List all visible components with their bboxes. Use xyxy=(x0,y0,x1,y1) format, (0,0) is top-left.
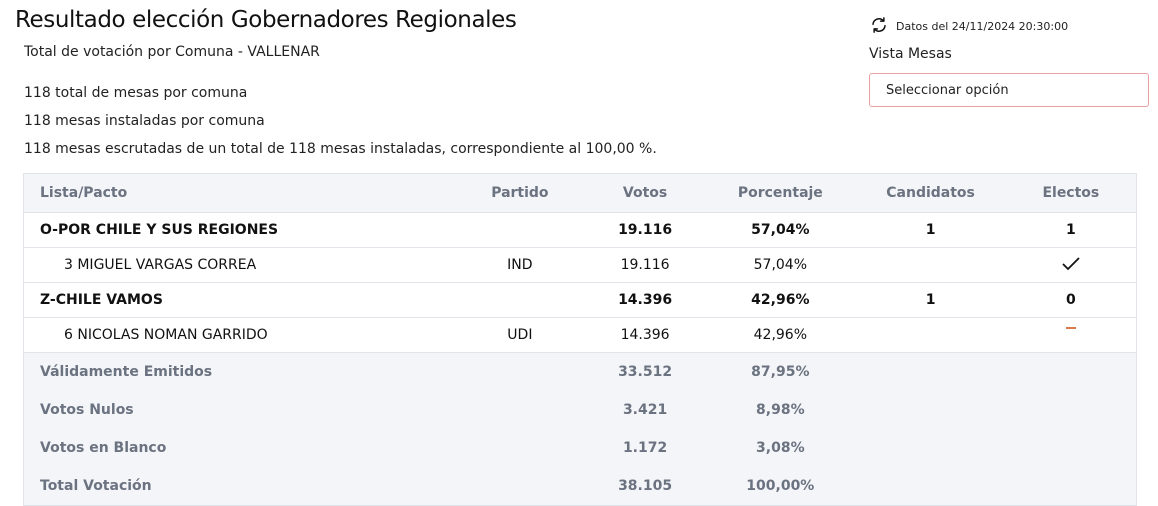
refresh-icon[interactable] xyxy=(870,16,888,37)
col-votos: Votos xyxy=(584,174,706,213)
summary-label: Votos en Blanco xyxy=(24,429,455,467)
update-info: Datos del 24/11/2024 20:30:00 xyxy=(870,16,1068,37)
candidatos-cell: 1 xyxy=(855,212,1006,248)
summary-porcentaje: 87,95% xyxy=(705,352,856,391)
vista-mesas-select[interactable]: Seleccionar opción xyxy=(869,73,1149,107)
page-title: Resultado elección Gobernadores Regional… xyxy=(15,7,517,33)
lista-cell: O-POR CHILE Y SUS REGIONES xyxy=(24,212,455,248)
col-porcentaje: Porcentaje xyxy=(705,174,856,213)
dash-icon xyxy=(1065,327,1076,329)
col-electos: Electos xyxy=(1005,174,1136,213)
candidate-row: 6 NICOLAS NOMAN GARRIDO UDI 14.396 42,96… xyxy=(24,317,1136,353)
summary-label: Votos Nulos xyxy=(24,391,455,429)
info-mesas-instaladas: 118 mesas instaladas por comuna xyxy=(24,113,265,129)
partido-cell: UDI xyxy=(454,317,585,353)
electos-cell xyxy=(1005,317,1136,353)
summary-row: Válidamente Emitidos 33.512 87,95% xyxy=(24,352,1136,391)
table-header-row: Lista/Pacto Partido Votos Porcentaje Can… xyxy=(24,174,1136,213)
summary-votos: 1.172 xyxy=(584,429,706,467)
candidate-name-cell: 6 NICOLAS NOMAN GARRIDO xyxy=(24,317,455,353)
candidate-name-cell: 3 MIGUEL VARGAS CORREA xyxy=(24,247,455,283)
pacto-row: Z-CHILE VAMOS 14.396 42,96% 1 0 xyxy=(24,282,1136,318)
updated-text: Datos del 24/11/2024 20:30:00 xyxy=(896,20,1069,33)
checkmark-icon xyxy=(1062,255,1080,276)
porcentaje-cell: 57,04% xyxy=(705,212,856,248)
col-lista-pacto: Lista/Pacto xyxy=(24,174,455,213)
votos-cell: 19.116 xyxy=(584,212,706,248)
lista-cell: Z-CHILE VAMOS xyxy=(24,282,455,318)
results-table: Lista/Pacto Partido Votos Porcentaje Can… xyxy=(23,173,1137,506)
electos-cell xyxy=(1005,247,1136,283)
vista-mesas-label: Vista Mesas xyxy=(869,46,952,62)
summary-row: Total Votación 38.105 100,00% xyxy=(24,467,1136,505)
electos-cell: 0 xyxy=(1005,282,1136,318)
partido-cell xyxy=(454,212,585,248)
summary-votos: 38.105 xyxy=(584,467,706,505)
candidatos-cell: 1 xyxy=(855,282,1006,318)
porcentaje-cell: 42,96% xyxy=(705,317,856,353)
info-mesas-escrutadas: 118 mesas escrutadas de un total de 118 … xyxy=(24,141,657,157)
summary-votos: 3.421 xyxy=(584,391,706,429)
partido-cell: IND xyxy=(454,247,585,283)
votos-cell: 19.116 xyxy=(584,247,706,283)
electos-cell: 1 xyxy=(1005,212,1136,248)
votos-cell: 14.396 xyxy=(584,317,706,353)
summary-label: Válidamente Emitidos xyxy=(24,352,455,391)
col-candidatos: Candidatos xyxy=(855,174,1006,213)
col-partido: Partido xyxy=(454,174,585,213)
info-total-mesas: 118 total de mesas por comuna xyxy=(24,85,248,101)
candidate-row: 3 MIGUEL VARGAS CORREA IND 19.116 57,04% xyxy=(24,247,1136,283)
summary-porcentaje: 100,00% xyxy=(705,467,856,505)
summary-porcentaje: 3,08% xyxy=(705,429,856,467)
porcentaje-cell: 57,04% xyxy=(705,247,856,283)
candidatos-cell xyxy=(855,247,1006,283)
pacto-row: O-POR CHILE Y SUS REGIONES 19.116 57,04%… xyxy=(24,212,1136,248)
summary-votos: 33.512 xyxy=(584,352,706,391)
page-subtitle: Total de votación por Comuna - VALLENAR xyxy=(24,44,320,60)
partido-cell xyxy=(454,282,585,318)
candidatos-cell xyxy=(855,317,1006,353)
summary-label: Total Votación xyxy=(24,467,455,505)
summary-row: Votos Nulos 3.421 8,98% xyxy=(24,391,1136,429)
summary-row: Votos en Blanco 1.172 3,08% xyxy=(24,429,1136,467)
porcentaje-cell: 42,96% xyxy=(705,282,856,318)
summary-porcentaje: 8,98% xyxy=(705,391,856,429)
votos-cell: 14.396 xyxy=(584,282,706,318)
